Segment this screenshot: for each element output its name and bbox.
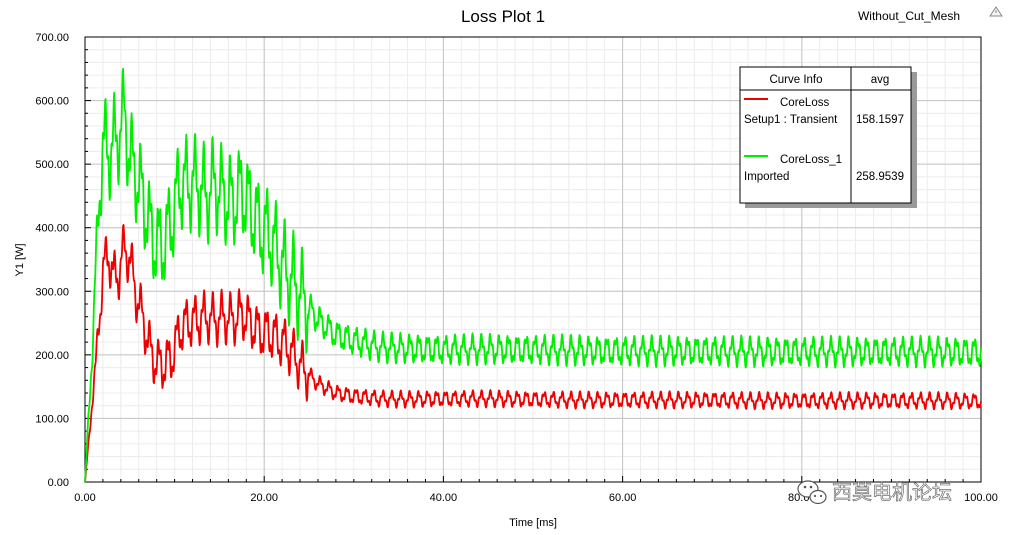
legend-subtitle-coreloss-1: Imported: [744, 171, 789, 183]
legend-header-curve-info: Curve Info: [769, 74, 822, 86]
chart-title: Loss Plot 1: [461, 7, 545, 26]
y-tick-label: 700.00: [35, 32, 69, 44]
watermark: 西莫电机论坛: [797, 480, 952, 505]
wechat-icon: [797, 480, 827, 505]
legend-header-avg: avg: [871, 74, 890, 86]
legend-subtitle-coreloss: Setup1 : Transient: [744, 114, 838, 126]
x-tick-label: 100.00: [964, 492, 998, 504]
y-tick-label: 100.00: [35, 413, 69, 425]
y-tick-label: 200.00: [35, 350, 69, 362]
series-line-coreloss: [84, 224, 982, 483]
y-tick-label: 400.00: [35, 223, 69, 235]
x-tick-label: 0.00: [74, 492, 95, 504]
y-axis-label: Y1 [W]: [14, 243, 26, 276]
x-tick-label: 20.00: [250, 492, 278, 504]
x-axis-label: Time [ms]: [509, 517, 557, 529]
legend-name-coreloss: CoreLoss: [780, 97, 829, 109]
y-tick-label: 0.00: [48, 477, 69, 489]
x-tick-label: 60.00: [609, 492, 637, 504]
y-tick-label: 500.00: [35, 159, 69, 171]
watermark-text: 西莫电机论坛: [832, 480, 952, 504]
design-name-label: Without_Cut_Mesh: [858, 9, 960, 23]
legend-name-coreloss-1: CoreLoss_1: [780, 154, 842, 166]
y-tick-label: 600.00: [35, 96, 69, 108]
y-tick-label: 300.00: [35, 286, 69, 298]
series-lines: [84, 67, 982, 483]
axis-ticks: 0.00 20.00 40.00 60.00 80.00 100.000.00100.00…: [35, 32, 997, 504]
legend-avg-coreloss: 158.1597: [856, 114, 904, 126]
series-line-coreloss-1: [84, 67, 982, 483]
legend[interactable]: Curve Info avg CoreLoss Setup1 : Transie…: [739, 66, 917, 208]
warning-triangle-icon[interactable]: [989, 6, 1003, 17]
x-tick-label: 40.00: [430, 492, 458, 504]
legend-avg-coreloss-1: 258.9539: [856, 171, 904, 183]
